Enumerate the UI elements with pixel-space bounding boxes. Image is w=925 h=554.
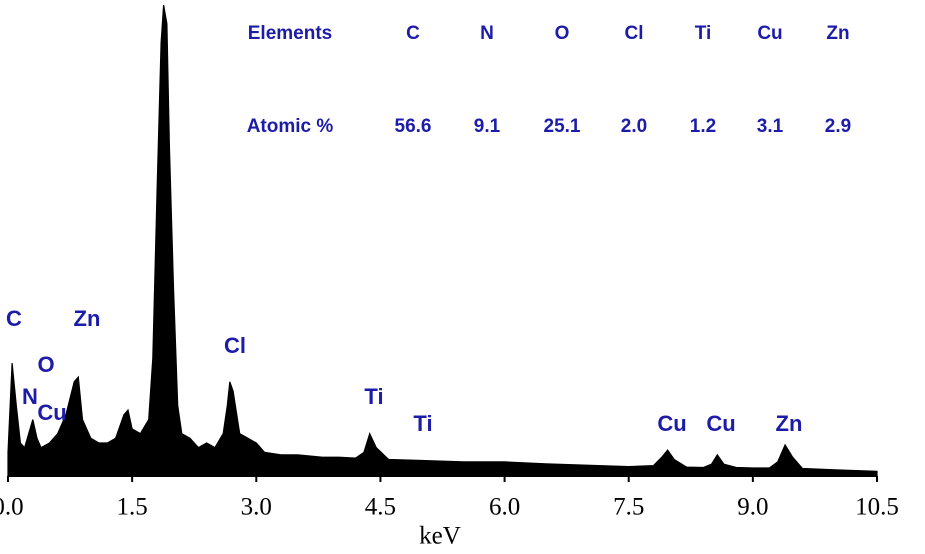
peak-label: Ti bbox=[413, 411, 432, 436]
table-header: Elements bbox=[248, 23, 332, 44]
table-cell: 2.0 bbox=[621, 116, 647, 137]
x-tick-label: 9.0 bbox=[737, 494, 768, 521]
table-header: Zn bbox=[826, 23, 849, 44]
peak-label: O bbox=[37, 352, 54, 377]
peak-label: Zn bbox=[776, 411, 803, 436]
x-tick-label: 10.5 bbox=[855, 494, 899, 521]
table-cell: 3.1 bbox=[757, 116, 784, 137]
peak-label: N bbox=[22, 384, 38, 409]
peak-label: Cl bbox=[224, 333, 246, 358]
table-cell: 56.6 bbox=[395, 116, 432, 137]
peak-label: Cu bbox=[37, 400, 66, 425]
spectrum bbox=[7, 4, 878, 477]
peak-label: Zn bbox=[74, 306, 101, 331]
peak-label: Cu bbox=[657, 411, 686, 436]
table-header: C bbox=[406, 23, 420, 44]
table-header: O bbox=[555, 23, 570, 44]
x-tick-label: 0.0 bbox=[0, 494, 24, 521]
table-header: Cl bbox=[625, 23, 644, 44]
peak-label: C bbox=[6, 306, 22, 331]
x-axis-label: keV bbox=[419, 523, 461, 550]
table-cell: Atomic % bbox=[247, 116, 334, 137]
x-tick-label: 6.0 bbox=[489, 494, 520, 521]
table-cell: 2.9 bbox=[825, 116, 851, 137]
x-tick-label: 3.0 bbox=[241, 494, 272, 521]
table-header: Ti bbox=[695, 23, 712, 44]
table-cell: 1.2 bbox=[690, 116, 716, 137]
table-cell: 25.1 bbox=[544, 116, 581, 137]
x-tick-label: 4.5 bbox=[365, 494, 396, 521]
x-tick-label: 7.5 bbox=[613, 494, 644, 521]
table-header: Cu bbox=[757, 23, 782, 44]
peak-label: Ti bbox=[364, 384, 383, 409]
peak-label: Cu bbox=[706, 411, 735, 436]
table-header: N bbox=[480, 23, 494, 44]
x-tick-label: 1.5 bbox=[117, 494, 148, 521]
table-cell: 9.1 bbox=[474, 116, 501, 137]
